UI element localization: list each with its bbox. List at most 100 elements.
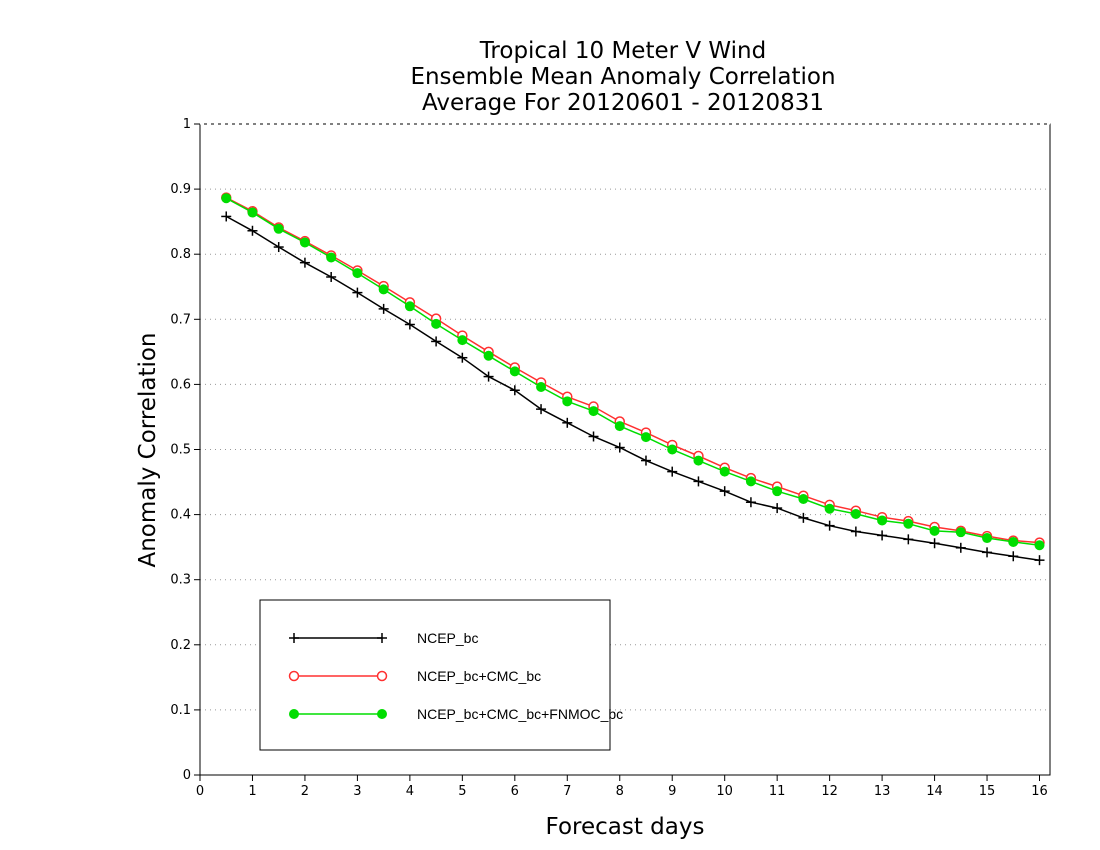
data-point <box>536 404 547 415</box>
axis-ticks: 00.10.20.30.40.50.60.70.80.910 1 2 3 4 5 6 7 8 9 1… <box>170 117 1050 799</box>
series-1 <box>221 211 1045 566</box>
title-line-1: Tropical 10 Meter V Wind <box>479 38 766 64</box>
data-point <box>982 533 993 544</box>
data-point <box>1008 551 1019 562</box>
data-point <box>693 455 704 466</box>
data-point <box>903 518 914 529</box>
data-point <box>378 284 389 295</box>
data-point <box>509 385 520 396</box>
data-point <box>457 352 468 363</box>
data-point <box>772 486 783 497</box>
data-point <box>457 335 468 346</box>
y-tick-label: 0.3 <box>170 573 191 588</box>
data-point <box>221 193 232 204</box>
x-tick-label: 5 <box>458 784 466 799</box>
data-point <box>903 534 914 545</box>
data-point <box>614 421 625 432</box>
y-tick-label: 0.2 <box>170 638 191 653</box>
data-point <box>431 318 442 329</box>
x-tick-label: 11 <box>769 784 786 799</box>
title-line-3: Average For 20120601 - 20120831 <box>422 90 824 116</box>
y-tick-label: 0.7 <box>170 312 191 327</box>
data-point <box>247 207 258 218</box>
data-point <box>824 503 835 514</box>
data-point <box>745 476 756 487</box>
x-tick-label: 12 <box>821 784 838 799</box>
x-tick-label: 13 <box>874 784 891 799</box>
data-point <box>745 497 756 508</box>
data-point <box>352 287 363 298</box>
data-point <box>824 520 835 531</box>
data-point <box>299 237 310 248</box>
data-point <box>273 223 284 234</box>
data-point <box>640 432 651 443</box>
data-point <box>247 225 258 236</box>
data-point <box>772 503 783 514</box>
y-tick-label: 0.8 <box>170 247 191 262</box>
y-tick-label: 0.5 <box>170 443 191 458</box>
x-tick-label: 3 <box>353 784 361 799</box>
legend: NCEP_bc NCEP_bc+CMC_bc NCEP_bc+CMC_bc+FNMO… <box>259 599 623 751</box>
data-point <box>1008 536 1019 547</box>
series-lines <box>220 192 1045 566</box>
data-point <box>1034 555 1045 566</box>
legend-label: NCEP_bc <box>417 630 478 646</box>
legend-marker <box>377 633 387 643</box>
data-point <box>326 271 337 282</box>
x-tick-label: 14 <box>926 784 943 799</box>
x-tick-label: 0 <box>196 784 204 799</box>
data-point <box>667 466 678 477</box>
data-point <box>667 444 678 455</box>
x-tick-label: 4 <box>406 784 414 799</box>
data-point <box>955 542 966 553</box>
legend-marker <box>376 670 388 682</box>
data-point <box>562 417 573 428</box>
data-point <box>588 406 599 417</box>
legend-entry: NCEP_bc+CMC_bc <box>288 668 541 684</box>
x-tick-label: 15 <box>979 784 996 799</box>
y-tick-label: 0.6 <box>170 377 191 392</box>
data-point <box>352 268 363 279</box>
series-2 <box>220 192 1045 548</box>
data-point <box>378 303 389 314</box>
data-point <box>509 366 520 377</box>
data-point <box>404 319 415 330</box>
legend-entry: NCEP_bc <box>289 630 478 646</box>
data-point <box>850 526 861 537</box>
series-line <box>225 196 1040 544</box>
data-point <box>693 476 704 487</box>
x-tick-label: 1 <box>248 784 256 799</box>
legend-label: NCEP_bc+CMC_bc+FNMOC_bc <box>417 706 623 722</box>
x-tick-label: 7 <box>563 784 571 799</box>
data-point <box>273 242 284 253</box>
data-point <box>326 252 337 263</box>
data-point <box>982 547 993 558</box>
data-point <box>798 512 809 523</box>
data-point <box>483 371 494 382</box>
data-point <box>640 455 651 466</box>
data-point <box>850 508 861 519</box>
data-point <box>719 486 730 497</box>
x-axis-title: Forecast days <box>546 814 705 840</box>
y-tick-label: 0.1 <box>170 703 191 718</box>
data-point <box>955 527 966 538</box>
data-point <box>614 442 625 453</box>
data-point <box>929 525 940 536</box>
data-point <box>431 336 442 347</box>
legend-marker <box>289 633 299 643</box>
legend-marker <box>377 709 387 719</box>
data-point <box>1034 540 1045 551</box>
legend-marker <box>288 670 300 682</box>
x-tick-label: 16 <box>1031 784 1048 799</box>
series-line <box>225 197 1040 546</box>
y-tick-label: 0.9 <box>170 182 191 197</box>
data-point <box>719 466 730 477</box>
legend-box <box>259 599 611 751</box>
data-point <box>562 396 573 407</box>
legend-entry: NCEP_bc+CMC_bc+FNMOC_bc <box>289 706 623 722</box>
legend-label: NCEP_bc+CMC_bc <box>417 668 541 684</box>
data-point <box>483 350 494 361</box>
data-point <box>877 530 888 541</box>
